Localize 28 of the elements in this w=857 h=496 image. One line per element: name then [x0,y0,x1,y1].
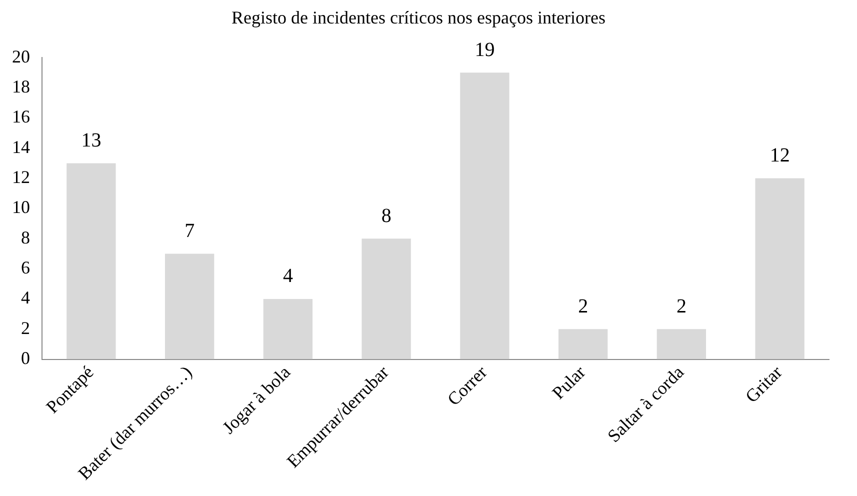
data-label: 12 [770,144,790,167]
y-tick-label: 6 [21,258,30,278]
data-label: 2 [578,295,588,318]
bar [164,254,214,360]
y-tick-label: 20 [12,46,30,66]
bar [362,238,411,360]
data-label: 8 [381,204,392,227]
bar [755,178,804,360]
data-label: 19 [474,38,495,61]
y-tick-label: 16 [12,106,30,127]
data-label: 13 [81,129,102,152]
chart-title: Registo de incidentes críticos nos espaços interiores [232,8,606,28]
bar [656,329,706,360]
y-tick-label: 2 [21,318,30,338]
y-tick-label: 10 [12,197,30,218]
y-tick-label: 0 [21,348,30,368]
y-tick-label: 4 [21,288,30,308]
bar [460,72,510,360]
y-tick-label: 12 [12,167,30,188]
y-tick-label: 8 [21,227,30,248]
data-label: 2 [676,295,686,318]
bar [558,329,608,360]
bar [263,298,313,360]
y-tick-label: 18 [12,76,30,97]
data-label: 4 [282,265,293,288]
data-label: 7 [184,220,195,242]
bar [66,163,116,360]
y-tick-label: 14 [12,136,30,157]
